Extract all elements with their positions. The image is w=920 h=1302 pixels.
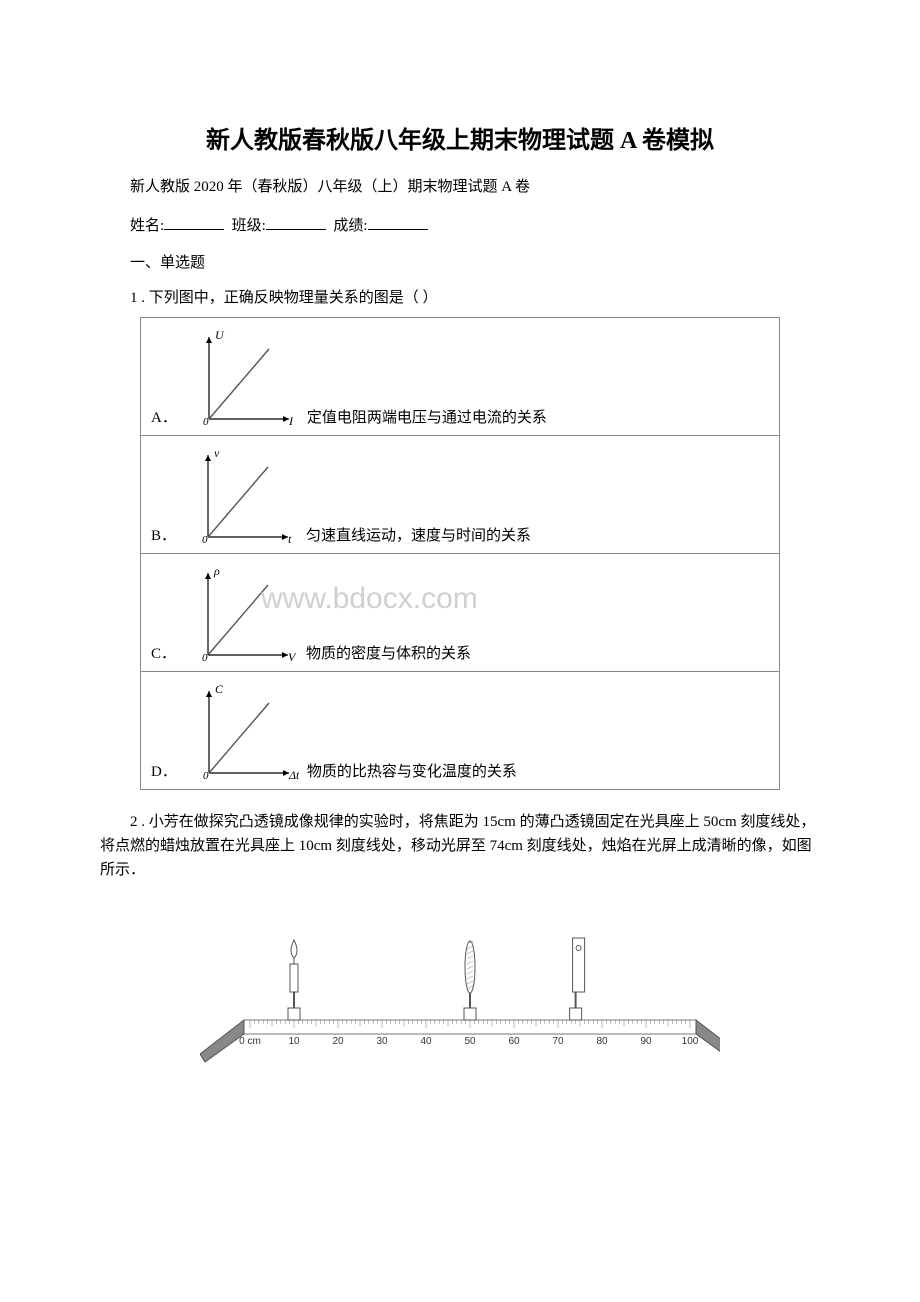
svg-text:0 cm: 0 cm [239,1036,261,1047]
x-axis-label: V [288,650,297,664]
section-heading: 一、单选题 [100,251,820,272]
x-axis-label: Δt [288,768,299,782]
graph-d: 0 C Δt [189,683,299,783]
option-label: D． [151,760,177,783]
y-axis-label: U [215,329,225,342]
option-row: www.bdocx.com C． 0 ρ V 物质的密度与体积的关系 [141,554,780,672]
svg-text:20: 20 [332,1036,344,1047]
graph-c: 0 ρ V [188,565,298,665]
class-label: 班级: [232,218,266,234]
svg-text:40: 40 [420,1036,432,1047]
origin-label: 0 [203,770,209,782]
origin-label: 0 [202,652,208,664]
option-label: A． [151,406,177,429]
x-axis-label: I [288,414,294,428]
option-text: 物质的密度与体积的关系 [306,642,471,665]
svg-text:80: 80 [596,1036,608,1047]
q2-stem: 2 . 小芳在做探究凸透镜成像规律的实验时，将焦距为 15cm 的薄凸透镜固定在… [100,810,820,882]
option-row: A． 0 U I 定值电阻两端电压与通过电流的关系 [141,318,780,436]
page-title: 新人教版春秋版八年级上期末物理试题 A 卷模拟 [100,120,820,155]
svg-text:50: 50 [464,1036,476,1047]
option-text: 定值电阻两端电压与通过电流的关系 [307,406,547,429]
score-label: 成绩: [333,218,367,234]
svg-text:100: 100 [682,1036,699,1047]
svg-text:90: 90 [640,1036,652,1047]
y-axis-label: v [214,447,220,460]
svg-text:10: 10 [288,1036,300,1047]
svg-text:60: 60 [508,1036,520,1047]
origin-label: 0 [203,416,209,428]
svg-text:30: 30 [376,1036,388,1047]
info-row: 姓名: 班级: 成绩: [100,212,820,235]
class-blank[interactable] [266,212,326,230]
graph-a: 0 U I [189,329,299,429]
y-axis-label: ρ [213,565,220,578]
option-text: 匀速直线运动，速度与时间的关系 [306,524,531,547]
option-row: B． 0 v t 匀速直线运动，速度与时间的关系 [141,436,780,554]
score-blank[interactable] [368,212,428,230]
svg-text:70: 70 [552,1036,564,1047]
q1-options-table: A． 0 U I 定值电阻两端电压与通过电流的关系 B． [140,317,780,790]
y-axis-label: C [215,683,224,696]
option-label: B． [151,524,176,547]
option-label: C． [151,642,176,665]
name-blank[interactable] [164,212,224,230]
subtitle: 新人教版 2020 年（春秋版）八年级（上）期末物理试题 A 卷 [100,175,820,196]
optical-bench-figure: 0 cm 10 20 30 40 50 60 70 80 90 100 [200,912,720,1072]
x-axis-label: t [288,532,292,546]
origin-label: 0 [202,534,208,546]
graph-b: 0 v t [188,447,298,547]
option-row: D． 0 C Δt 物质的比热容与变化温度的关系 [141,672,780,790]
option-text: 物质的比热容与变化温度的关系 [307,760,517,783]
name-label: 姓名: [130,218,164,234]
q1-stem: 1 . 下列图中，正确反映物理量关系的图是（ ） [100,286,820,307]
